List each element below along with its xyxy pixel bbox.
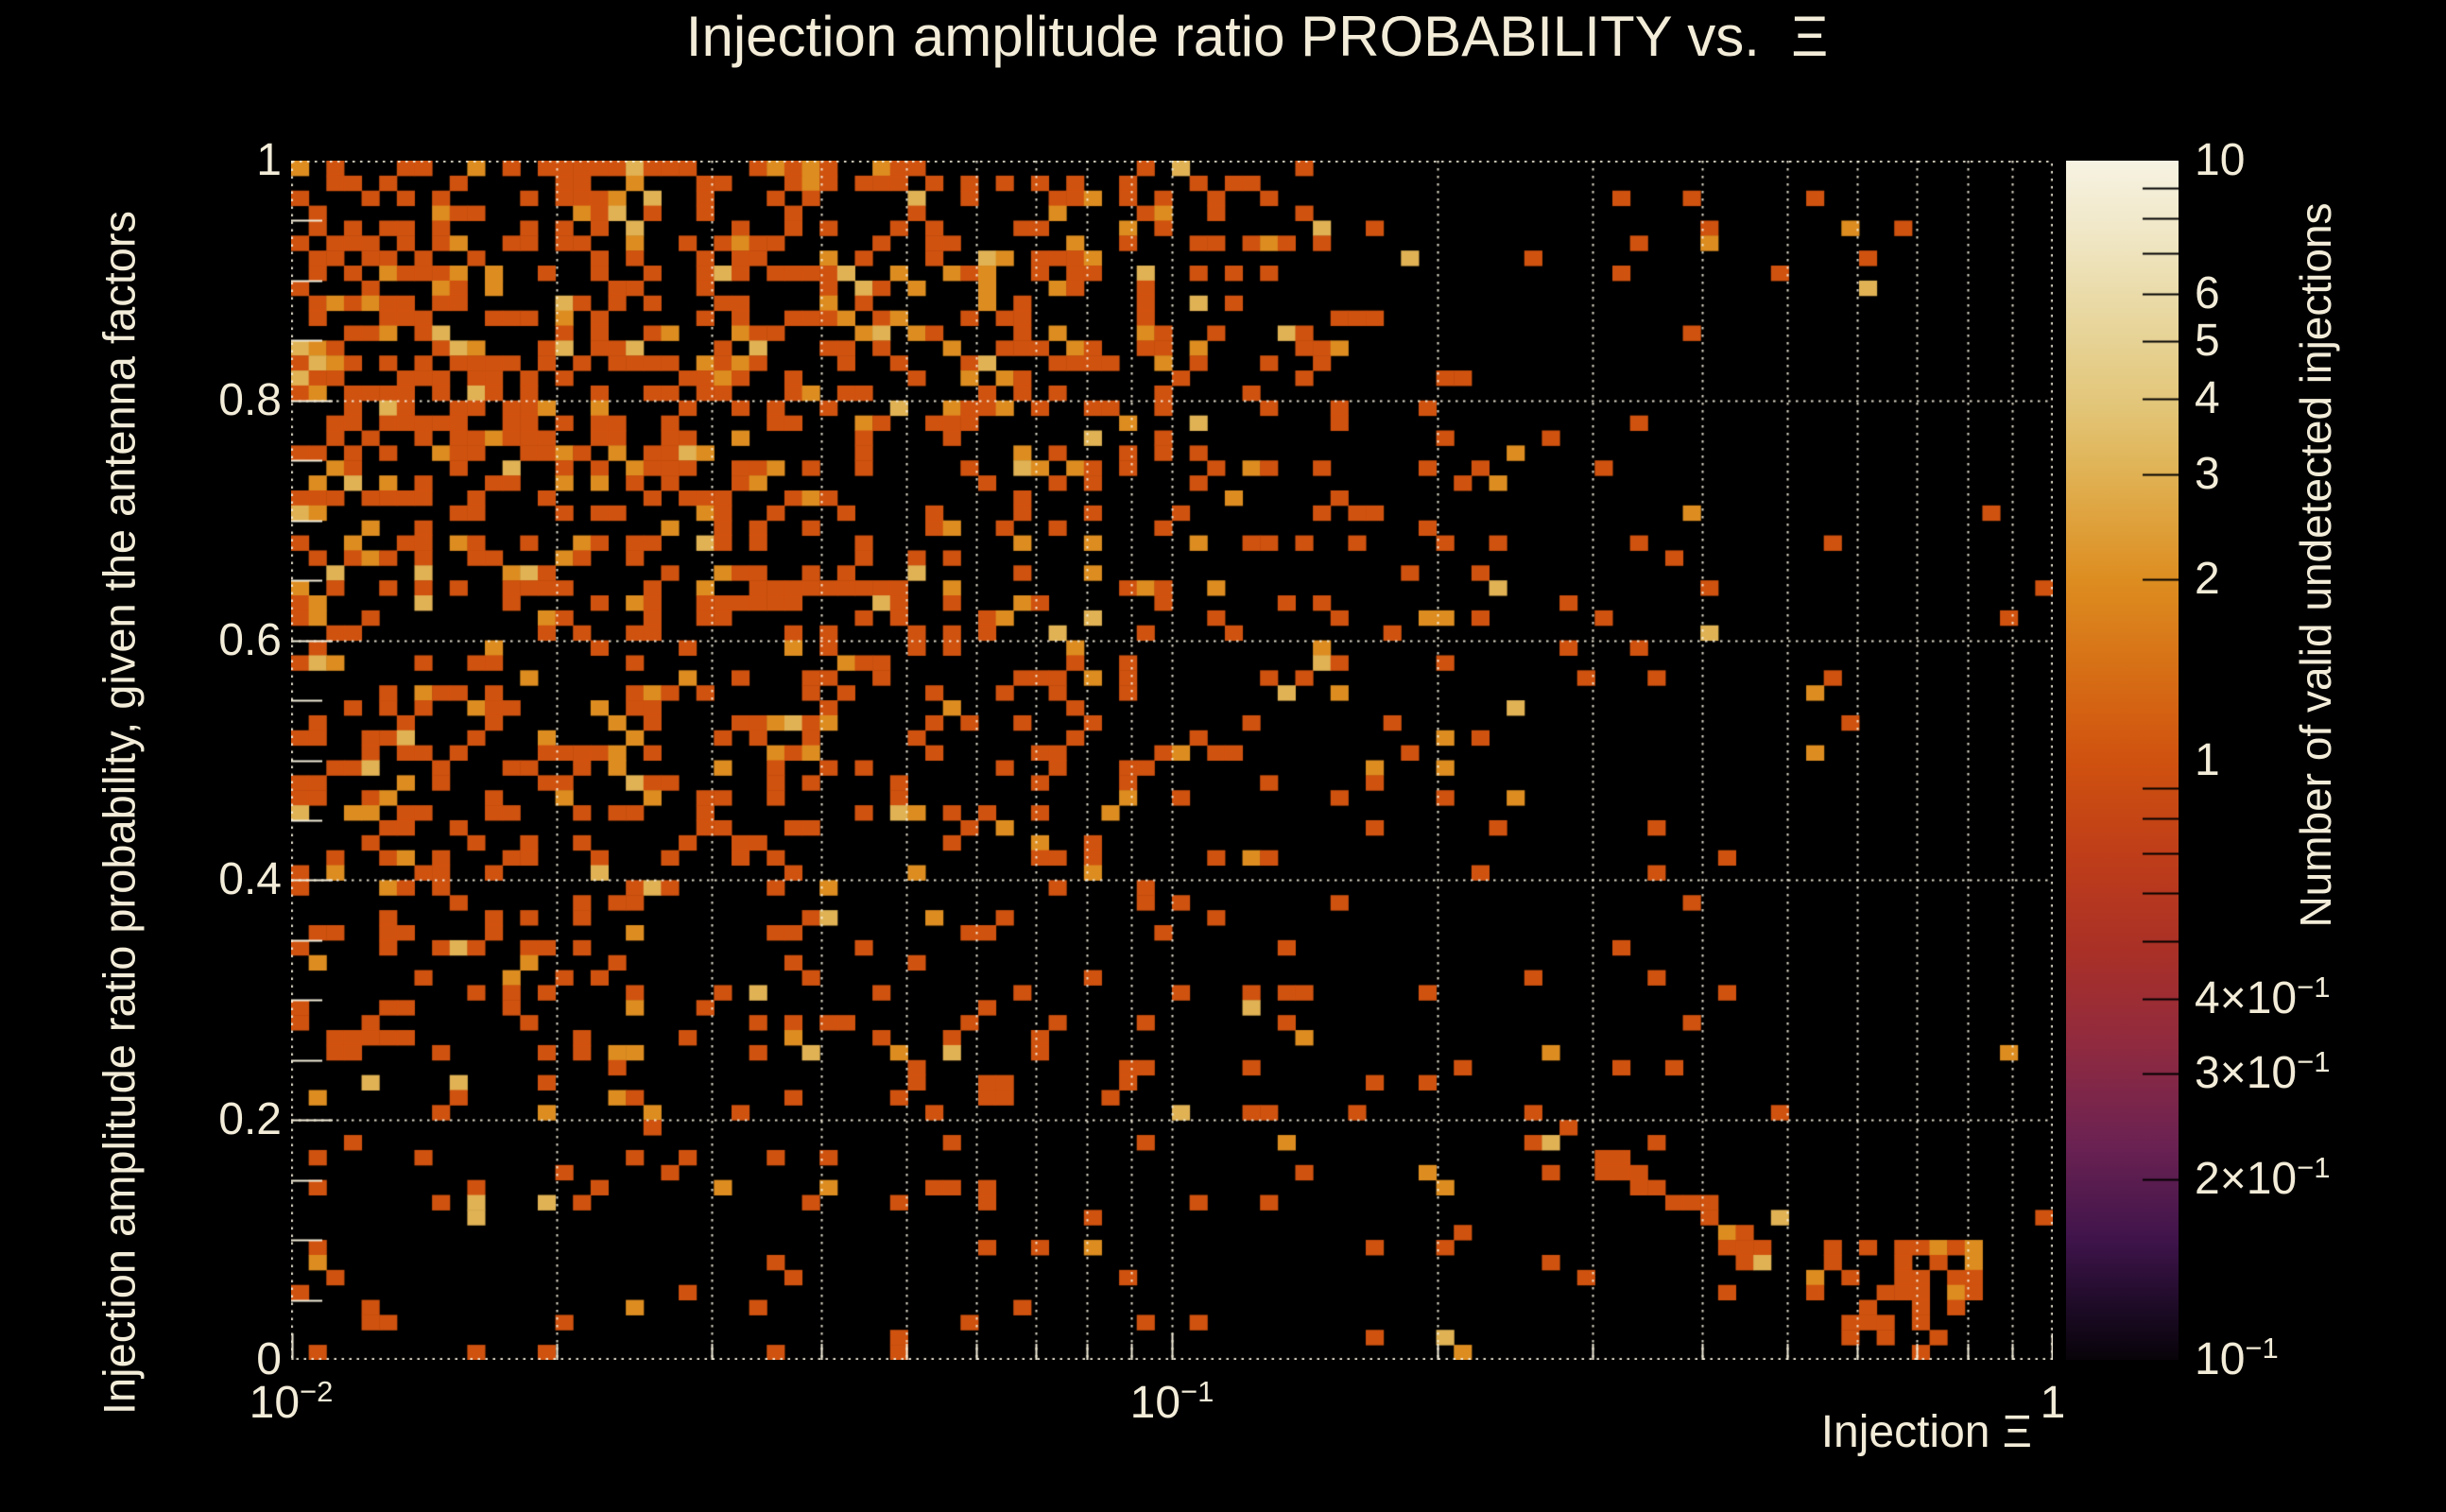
colorbar-ticks-canvas [2066,161,2179,1360]
colorbar-tick-label: 5 [2195,316,2220,366]
colorbar-tick-label: 10 [2195,135,2246,185]
colorbar-tick-label: 2×10−1 [2195,1150,2331,1204]
x-tick-label: 1 [2040,1378,2066,1428]
chart-title: Injection amplitude ratio PROBABILITY vs… [685,5,1829,68]
x-axis-title: Injection Ξ [1820,1407,2032,1457]
y-tick-label: 0.4 [218,854,282,905]
colorbar-tick-label: 3 [2195,448,2220,499]
y-tick-label: 0.8 [218,374,282,425]
colorbar-tick-label: 2 [2195,554,2220,605]
colorbar-tick-label: 3×10−1 [2195,1045,2331,1099]
plot-area [291,161,2053,1360]
colorbar-tick-label: 10−1 [2195,1332,2279,1384]
y-axis-title: Injection amplitude ratio probability, g… [94,210,145,1416]
colorbar-tick-label: 4×10−1 [2195,970,2331,1023]
x-tick-label: 10−1 [1129,1375,1214,1428]
heatmap-canvas [291,161,2053,1360]
colorbar-tick-label: 1 [2195,734,2220,785]
y-tick-label: 0.2 [218,1094,282,1145]
y-tick-label: 0 [256,1334,282,1384]
colorbar-title: Number of valid undetected injections [2291,202,2340,928]
colorbar-tick-label: 4 [2195,373,2220,424]
colorbar-tick-label: 6 [2195,267,2220,318]
colorbar [2066,161,2179,1360]
y-tick-label: 0.6 [218,614,282,665]
x-tick-label: 10−2 [249,1375,334,1428]
y-tick-label: 1 [256,135,282,185]
